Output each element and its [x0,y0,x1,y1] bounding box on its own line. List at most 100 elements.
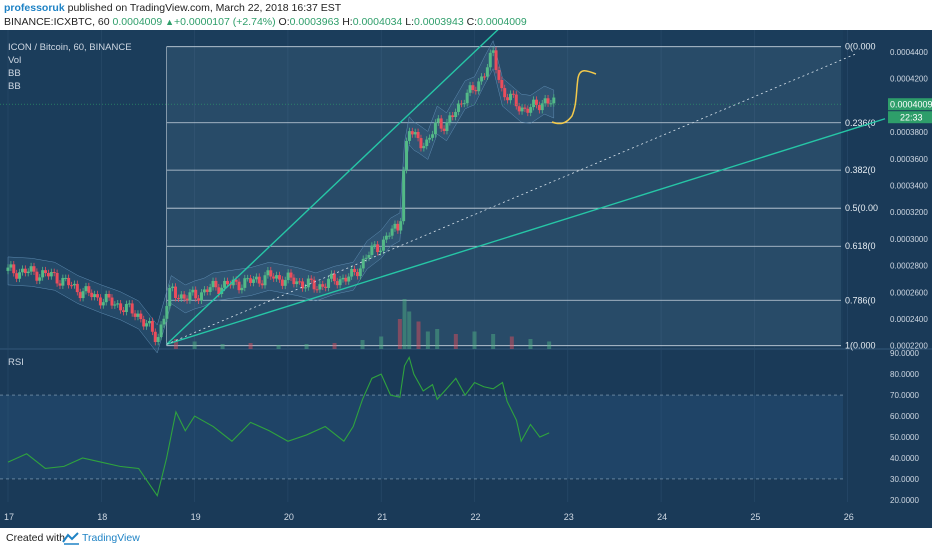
candle-body [283,280,287,286]
y-tick-label: 0.0002800 [890,262,928,271]
created-with-text: Created with [6,532,65,544]
candle-body [537,105,541,111]
candle-body [347,276,351,282]
volume-bar [332,343,337,349]
fib-level-label: 0.618(0 [845,241,876,251]
candle-body [173,286,177,298]
candle-body [205,289,209,292]
candle-body [202,289,206,293]
candle-body [543,98,547,104]
y-tick-label: 0.0004400 [890,48,928,57]
candle-body [272,276,276,279]
candle-body [52,272,56,274]
rsi-pane[interactable] [0,349,843,502]
candle-body [130,303,134,314]
rsi-tick-label: 80.0000 [890,370,919,379]
volume-bar [416,321,421,349]
candle-body [15,273,19,279]
candle-body [301,281,305,289]
close-value: 0.0004009 [477,16,527,28]
y-tick-label: 0.0003800 [890,128,928,137]
rsi-tick-label: 70.0000 [890,391,919,400]
vol-legend[interactable]: Vol [8,55,22,66]
candle-body [514,94,518,107]
volume-bar [304,344,309,349]
tradingview-logo-icon[interactable] [62,531,80,545]
price-pane[interactable] [0,30,843,349]
candle-body [165,306,169,319]
volume-bar [425,331,430,349]
tradingview-brand[interactable]: TradingView [82,532,140,544]
symbol-legend[interactable]: ICON / Bitcoin, 60, BINANCE [8,42,132,53]
candle-body [431,134,435,138]
candle-body [381,239,385,251]
y-tick-label: 0.0003600 [890,155,928,164]
bb-legend-2[interactable]: BB [8,81,21,92]
volume-bar [407,311,412,349]
candle-body [364,257,368,259]
candle-body [289,272,293,278]
rsi-legend[interactable]: RSI [8,357,24,368]
candle-body [497,69,501,80]
up-arrow-icon: ▲ [165,17,175,27]
candle-body [87,286,91,293]
y-tick-label: 0.0004200 [890,75,928,84]
candle-body [312,279,316,290]
price-badge-bg [888,98,932,111]
fibonacci-retracement[interactable]: 0(0.000 0.236(0 0.382(0 0.5(0.00 0.618(0 0.78… [166,42,878,351]
bb-legend-1[interactable]: BB [8,68,21,79]
x-tick-label: 23 [564,512,574,522]
chart-canvas[interactable]: 0(0.000 0.236(0 0.382(0 0.5(0.00 0.618(0 0.78… [0,30,932,528]
candle-body [353,268,357,273]
candle-body [75,283,79,293]
candle-body [373,244,377,246]
candle-body [454,111,458,118]
hand-drawn-arrow[interactable] [551,70,597,125]
y-tick-label: 0.0003000 [890,235,928,244]
chart-area[interactable]: 0(0.000 0.236(0 0.382(0 0.5(0.00 0.618(0 0.78… [0,30,932,528]
candle-body [220,287,224,295]
candle-body [260,283,264,286]
fib-level-label: 0.5(0.00 [845,203,878,213]
candle-body [81,291,85,299]
candle-body [321,284,325,287]
candle-body [20,268,24,273]
candle-body [471,85,475,91]
y-tick-label: 0.0003400 [890,181,928,190]
volume-bar [491,334,496,349]
time-axis[interactable] [0,502,843,528]
candle-body [396,223,400,231]
candle-body [234,279,238,282]
y-tick-label: 0.0002200 [890,342,928,351]
candle-body [503,88,507,98]
candle-body [263,275,267,286]
candle-body [540,103,544,111]
candle-body [197,298,201,301]
candle-body [101,302,105,306]
candle-body [199,292,203,301]
candle-body [482,76,486,78]
candle-body [32,266,36,272]
candle-body [379,250,383,253]
candle-body [468,85,472,93]
candle-body [280,279,284,286]
trend-lines[interactable] [0,30,886,345]
candle-body [419,138,423,149]
close-label: C: [466,16,478,28]
publisher-name[interactable]: professoruk [4,2,65,14]
candle-body [517,106,521,112]
chart-header: professoruk published on TradingView.com… [0,0,932,30]
candle-body [549,103,553,105]
rsi-tick-label: 90.0000 [890,349,919,358]
candle-body [465,92,469,104]
candle-body [162,318,166,325]
candle-body [457,103,461,112]
candle-body [407,131,411,141]
candle-body [422,146,426,149]
candle-body [384,235,388,240]
candle-body [153,331,157,343]
candlesticks [6,46,556,346]
volume-bar [435,329,440,349]
fib-level-label: 1(0.000 [845,341,876,351]
candle-body [387,235,391,237]
